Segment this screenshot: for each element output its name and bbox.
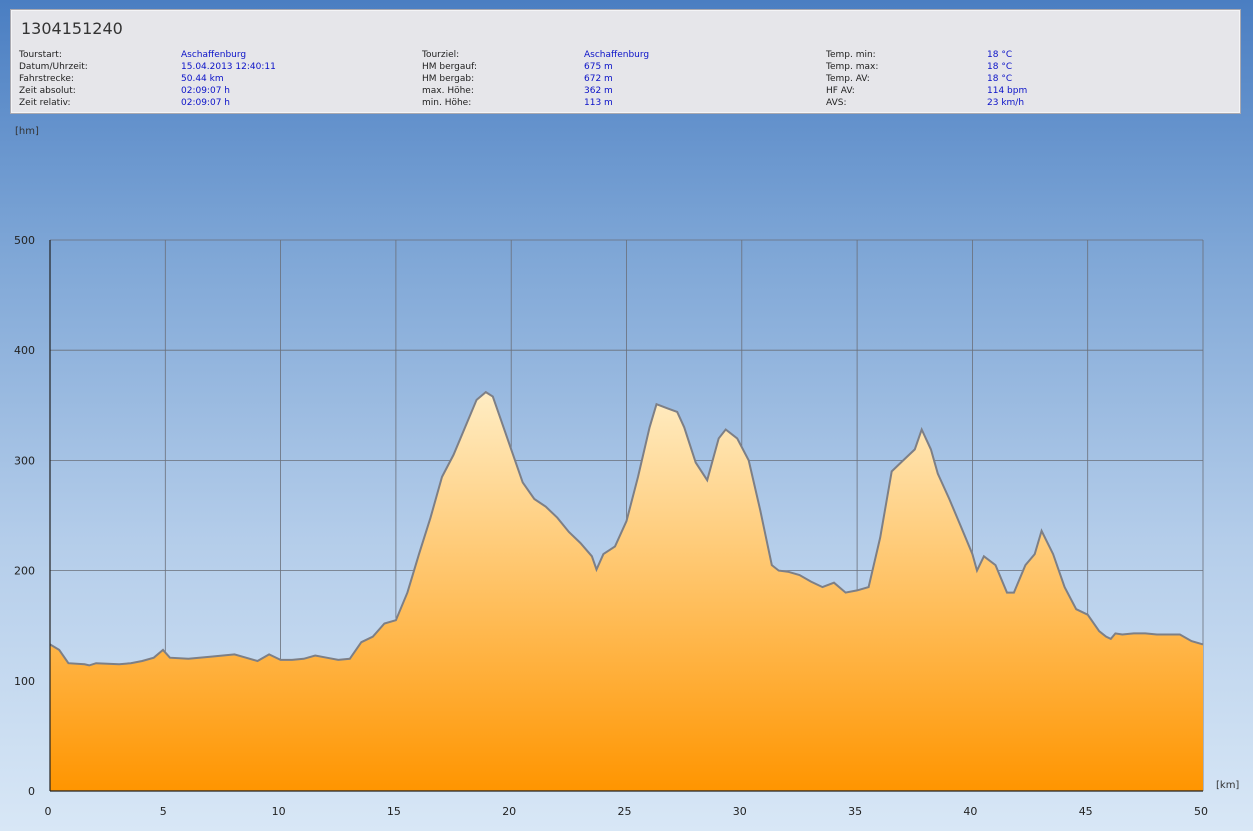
info-value: 362 m bbox=[584, 86, 613, 96]
x-tick-label: 5 bbox=[160, 805, 167, 818]
y-axis-unit: [hm] bbox=[15, 126, 39, 137]
info-value: 18 °C bbox=[987, 74, 1013, 84]
info-label: Tourstart: bbox=[19, 50, 62, 60]
info-label: min. Höhe: bbox=[422, 98, 472, 108]
elevation-line bbox=[49, 390, 1204, 667]
y-tick-label: 100 bbox=[14, 675, 35, 688]
x-axis-unit: [km] bbox=[1216, 780, 1240, 791]
y-tick-label: 500 bbox=[14, 234, 35, 247]
info-value: 15.04.2013 12:40:11 bbox=[181, 62, 276, 72]
info-label: HM bergauf: bbox=[422, 62, 477, 72]
x-tick-label: 25 bbox=[618, 805, 632, 818]
info-value: Aschaffenburg bbox=[584, 50, 650, 60]
y-tick-label: 400 bbox=[14, 344, 35, 357]
info-label: Datum/Uhrzeit: bbox=[19, 62, 88, 72]
x-tick-label: 0 bbox=[45, 805, 52, 818]
info-value: 18 °C bbox=[987, 50, 1013, 60]
tour-info-panel: 1304151240 Tourstart: Aschaffenburg Datum/… bbox=[10, 9, 1241, 114]
x-tick-label: 30 bbox=[733, 805, 747, 818]
info-value: 675 m bbox=[584, 62, 613, 72]
x-tick-label: 50 bbox=[1194, 805, 1208, 818]
info-label: Fahrstrecke: bbox=[19, 74, 74, 84]
info-label: Temp. min: bbox=[826, 50, 876, 60]
info-label: AVS: bbox=[826, 98, 847, 108]
axes bbox=[49, 240, 1203, 792]
info-value: 50.44 km bbox=[181, 74, 224, 84]
info-label: max. Höhe: bbox=[422, 86, 474, 96]
y-tick-label: 200 bbox=[14, 565, 35, 578]
y-tick-label: 0 bbox=[28, 785, 35, 798]
x-tick-label: 40 bbox=[963, 805, 977, 818]
x-tick-label: 15 bbox=[387, 805, 401, 818]
x-tick-label: 45 bbox=[1079, 805, 1093, 818]
x-tick-label: 10 bbox=[272, 805, 286, 818]
tour-title: 1304151240 bbox=[21, 19, 123, 38]
elevation-area bbox=[50, 392, 1203, 791]
info-label: Temp. max: bbox=[826, 62, 879, 72]
x-tick-label: 35 bbox=[848, 805, 862, 818]
info-value: 18 °C bbox=[987, 62, 1013, 72]
info-value: 113 m bbox=[584, 98, 613, 108]
info-label: Zeit absolut: bbox=[19, 86, 76, 96]
info-label: Temp. AV: bbox=[826, 74, 870, 84]
info-value: 23 km/h bbox=[987, 98, 1025, 108]
info-label: Tourziel: bbox=[422, 50, 460, 60]
info-value: 02:09:07 h bbox=[181, 98, 230, 108]
info-label: HM bergab: bbox=[422, 74, 475, 84]
info-value: 672 m bbox=[584, 74, 613, 84]
info-label: HF AV: bbox=[826, 86, 855, 96]
info-value: Aschaffenburg bbox=[181, 50, 247, 60]
info-label: Zeit relativ: bbox=[19, 98, 71, 108]
info-value: 02:09:07 h bbox=[181, 86, 230, 96]
info-value: 114 bpm bbox=[987, 86, 1028, 96]
x-tick-label: 20 bbox=[502, 805, 516, 818]
y-tick-label: 300 bbox=[14, 454, 35, 467]
